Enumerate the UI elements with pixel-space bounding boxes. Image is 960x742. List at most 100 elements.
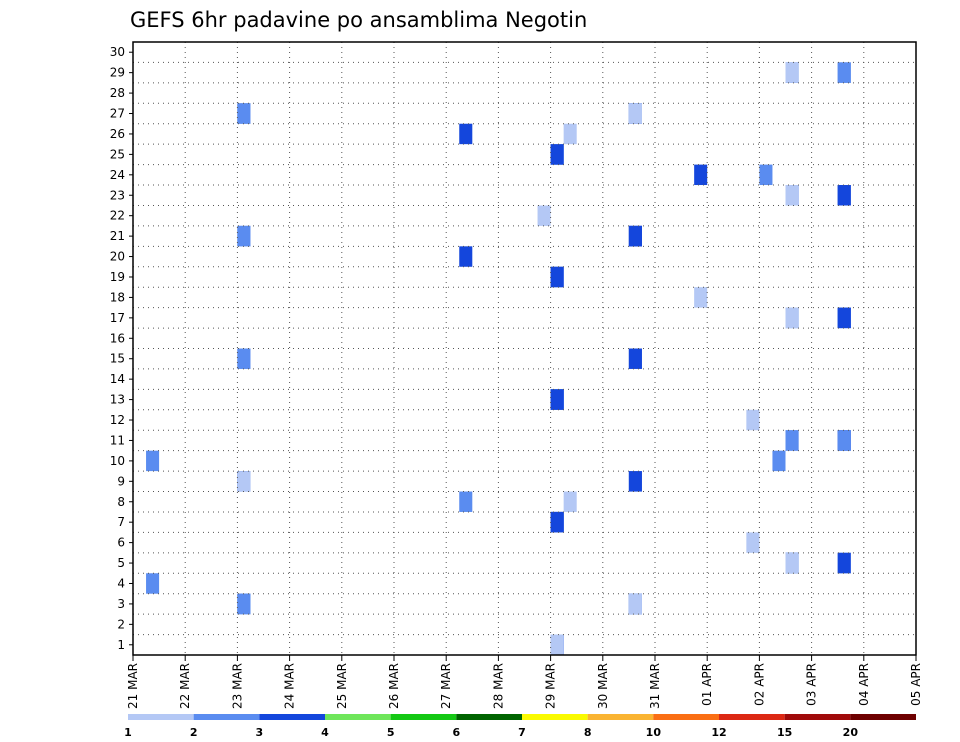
heatmap-cell — [628, 103, 642, 124]
heatmap-cell — [146, 450, 160, 472]
heatmap-cell — [628, 471, 642, 492]
y-tick-label: 24 — [110, 168, 125, 182]
heatmap-cell — [694, 164, 708, 186]
x-tick-label: 28 MAR — [491, 663, 505, 709]
legend-swatch — [719, 714, 785, 720]
y-tick-label: 10 — [110, 454, 125, 468]
legend-label: 5 — [387, 726, 395, 739]
heatmap-cell — [459, 123, 473, 145]
x-tick-label: 29 MAR — [544, 663, 558, 709]
legend-label: 2 — [190, 726, 198, 739]
x-tick-label: 26 MAR — [387, 663, 401, 709]
heatmap-cell — [237, 348, 251, 369]
plot-frame — [132, 41, 917, 656]
y-tick-label: 11 — [110, 433, 125, 447]
heatmap-cell — [772, 450, 786, 472]
x-tick-label: 21 MAR — [126, 663, 140, 709]
legend-label: 3 — [256, 726, 264, 739]
heatmap-cell — [785, 552, 799, 574]
y-tick-label: 6 — [117, 536, 125, 550]
y-tick-label: 22 — [110, 209, 125, 223]
legend-swatch — [128, 714, 194, 720]
legend-swatch — [259, 714, 325, 720]
chart-title: GEFS 6hr padavine po ansamblima Negotin — [130, 8, 587, 32]
heatmap-cell — [785, 185, 799, 206]
legend-swatch — [587, 714, 654, 720]
y-tick-label: 17 — [110, 311, 125, 325]
legend-label: 1 — [124, 726, 132, 739]
y-tick-label: 12 — [110, 413, 125, 427]
legend-swatch — [325, 714, 391, 720]
y-tick-label: 9 — [117, 474, 125, 488]
heatmap-cell — [563, 123, 577, 145]
heatmap-cell — [237, 103, 251, 124]
y-tick-label: 5 — [117, 556, 125, 570]
color-legend: 1 2 3 4 5 6 7 8 10 12 15 20 — [124, 714, 916, 739]
legend-swatch — [784, 714, 851, 720]
legend-swatch — [850, 714, 916, 720]
heatmap-cell — [237, 593, 251, 615]
heatmap-cell — [563, 491, 577, 512]
x-tick-label: 27 MAR — [439, 663, 453, 709]
heatmap-cell — [837, 552, 851, 574]
legend-swatch — [522, 714, 588, 720]
legend-swatch — [456, 714, 522, 720]
x-tick-label: 30 MAR — [596, 663, 610, 709]
heatmap-cell — [785, 62, 799, 83]
heatmap-cell — [837, 430, 851, 451]
x-axis: 21 MAR 22 MAR 23 MAR 24 MAR 25 MAR 26 MAR 27 M… — [126, 655, 923, 709]
heatmap-cell — [837, 62, 851, 83]
y-tick-label: 19 — [110, 270, 125, 284]
y-tick-label: 4 — [117, 576, 125, 590]
y-tick-label: 1 — [117, 638, 125, 652]
heatmap-cell — [459, 491, 473, 512]
heatmap-cell — [837, 185, 851, 206]
x-tick-label: 22 MAR — [178, 663, 192, 709]
legend-label: 4 — [321, 726, 329, 739]
heatmap-cell — [785, 430, 799, 451]
y-tick-label: 30 — [110, 45, 125, 59]
y-tick-label: 13 — [110, 393, 125, 407]
y-tick-label: 20 — [110, 250, 125, 264]
y-axis: 1234567891011121314151617181920212223242… — [110, 45, 133, 652]
legend-label: 12 — [711, 726, 726, 739]
y-tick-label: 3 — [117, 597, 125, 611]
heatmap-cell — [237, 225, 251, 247]
legend-label: 8 — [584, 726, 592, 739]
y-tick-label: 2 — [117, 617, 125, 631]
heatmap-cell — [146, 573, 160, 594]
y-tick-label: 27 — [110, 107, 125, 121]
y-tick-label: 26 — [110, 127, 125, 141]
y-tick-label: 16 — [110, 331, 125, 345]
legend-label: 15 — [777, 726, 792, 739]
x-tick-label: 05 APR — [909, 663, 923, 706]
legend-swatch — [653, 714, 719, 720]
heatmap-cell — [746, 409, 760, 431]
heatmap-cells — [146, 62, 851, 655]
y-tick-label: 18 — [110, 290, 125, 304]
heatmap-cell — [550, 389, 564, 410]
heatmap-cell — [537, 205, 551, 226]
heatmap-cell — [459, 246, 473, 267]
x-tick-label: 31 MAR — [648, 663, 662, 709]
y-tick-label: 28 — [110, 86, 125, 100]
x-tick-label: 25 MAR — [335, 663, 349, 709]
heatmap-cell — [628, 225, 642, 247]
heatmap-cell — [550, 266, 564, 288]
legend-label: 6 — [453, 726, 461, 739]
heatmap-cell — [746, 532, 760, 553]
y-tick-label: 23 — [110, 188, 125, 202]
legend-swatch — [193, 714, 260, 720]
heatmap-cell — [785, 307, 799, 329]
y-tick-label: 7 — [117, 515, 125, 529]
y-tick-label: 21 — [110, 229, 125, 243]
x-tick-label: 02 APR — [752, 663, 766, 706]
y-tick-label: 8 — [117, 495, 125, 509]
y-tick-label: 14 — [110, 372, 125, 386]
y-tick-label: 29 — [110, 66, 125, 80]
legend-label: 10 — [646, 726, 662, 739]
heatmap-cell — [628, 348, 642, 369]
x-tick-label: 23 MAR — [230, 663, 244, 709]
grid-lines — [133, 42, 916, 655]
